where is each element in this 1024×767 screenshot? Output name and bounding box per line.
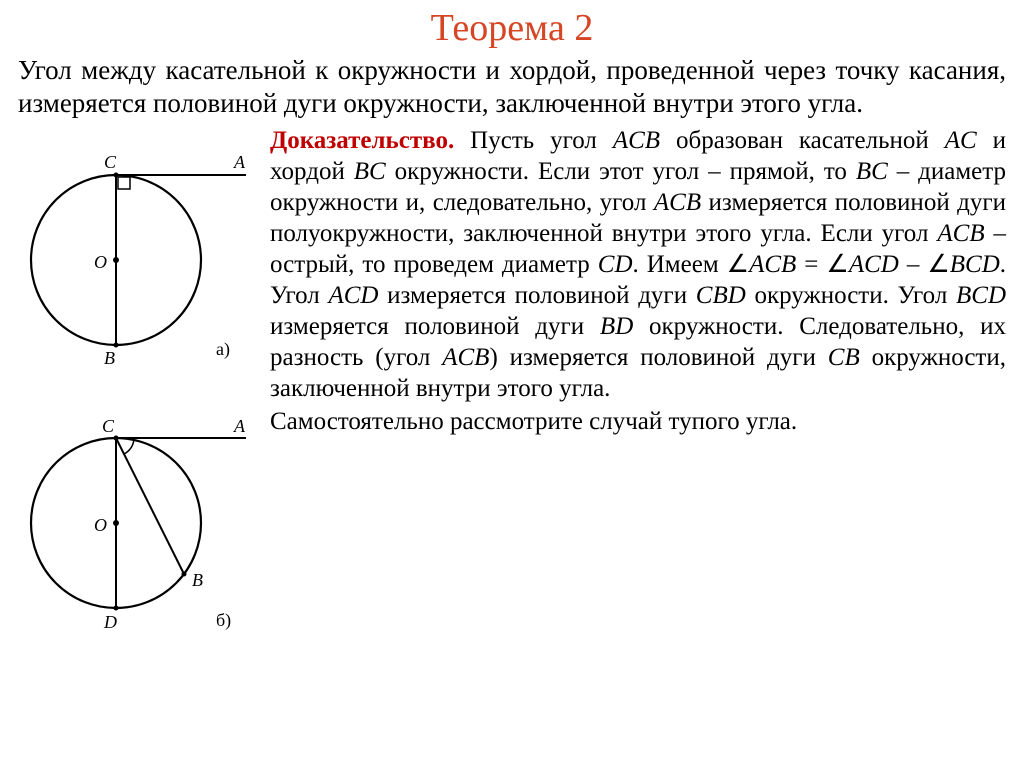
svg-text:D: D [103,612,117,632]
theorem-title: Теорема 2 [0,0,1024,50]
proof-text: Доказательство. Пусть угол ACB образован… [266,126,1006,656]
sym-BC: BC [354,158,386,185]
figure-b: O C D A Bб) [6,388,266,648]
t: ) измеряется половиной дуги [489,344,827,371]
theorem-statement: Угол между касательной к окружности и хо… [0,50,1024,126]
sym-ACD: ACD [328,282,378,309]
t: . Имеем [633,251,727,278]
svg-text:а): а) [216,339,230,360]
svg-text:A: A [233,152,246,172]
t: Пусть угол [470,127,613,154]
svg-text:B: B [192,570,203,590]
proof-label: Доказательство. [270,127,454,154]
eq-r1: ACD [849,251,899,278]
figure-a: O C B Aа) [6,130,266,380]
sym-CB: CB [828,344,860,371]
angle-icon: ∠ [927,250,949,278]
sym-ACB: ACB [937,220,984,247]
angle-icon: ∠ [727,250,749,278]
eq-mid: = [796,251,826,278]
t: образован касательной [660,127,945,154]
sym-ACB: ACB [442,344,489,371]
svg-text:A: A [233,416,246,436]
t: окружности. Если этот угол – прямой, то [386,158,856,185]
angle-icon: ∠ [826,250,848,278]
main-row: OCBAа) OCDABб) Доказательство. Пусть уго… [0,126,1024,656]
svg-text:O: O [94,515,107,535]
sym-CD: CD [598,251,633,278]
t: измеряется половиной дуги [270,313,600,340]
eq-minus: – [899,251,928,278]
intro-text: Угол между касательной к окружности и хо… [18,55,1006,118]
svg-text:C: C [104,152,117,172]
sym-AC: AC [945,127,977,154]
sym-BC: BC [856,158,888,185]
t: измеряется половиной дуги [378,282,695,309]
t: окружности. Угол [746,282,956,309]
figures-column: O C B Aа) O C D A Bб) [6,126,266,656]
svg-text:B: B [104,348,115,368]
sym-ACB: ACB [613,127,660,154]
sym-CBD: CBD [696,282,746,309]
sym-ACB: ACB [654,189,701,216]
svg-text:O: O [94,252,107,272]
sym-BCD: BCD [956,282,1006,309]
eq-r2: BCD [950,251,1000,278]
proof-last-line: Самостоятельно рассмотрите случай тупого… [270,407,1006,438]
eq-lhs: ACB [749,251,796,278]
title-text: Теорема 2 [431,7,594,49]
svg-text:C: C [102,416,115,436]
svg-text:б): б) [216,610,231,631]
sym-BD: BD [600,313,633,340]
